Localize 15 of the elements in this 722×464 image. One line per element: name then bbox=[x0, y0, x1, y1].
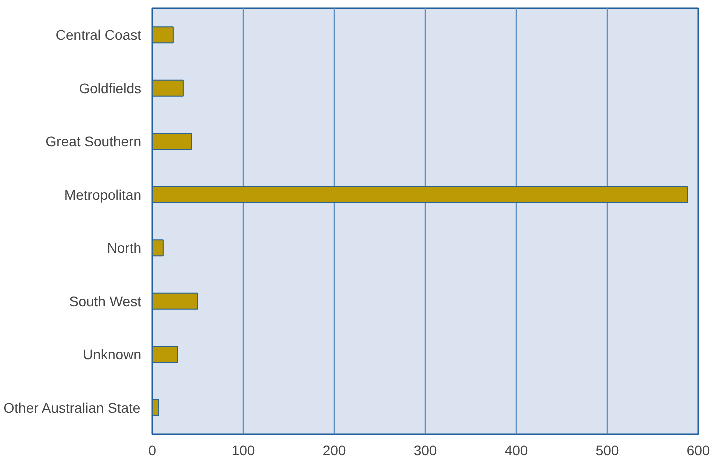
y-tick-label: Central Coast bbox=[56, 27, 142, 44]
y-tick-label: Unknown bbox=[83, 346, 142, 363]
y-tick-label: North bbox=[107, 240, 142, 256]
x-tick-label: 300 bbox=[414, 442, 438, 458]
x-tick-label: 0 bbox=[148, 442, 157, 458]
y-tick-label: Goldfields bbox=[79, 80, 142, 96]
x-tick-label: 200 bbox=[322, 442, 346, 458]
x-tick-label: 500 bbox=[596, 442, 620, 458]
x-tick-label: 400 bbox=[504, 442, 528, 458]
y-tick-label: South West bbox=[69, 293, 142, 310]
x-tick-label: 100 bbox=[232, 442, 256, 458]
y-tick-label: Great Southern bbox=[46, 134, 142, 150]
y-tick-label: Metropolitan bbox=[64, 186, 142, 203]
y-tick-label: Other Australian State bbox=[4, 400, 141, 416]
x-tick-label: 600 bbox=[686, 442, 710, 458]
